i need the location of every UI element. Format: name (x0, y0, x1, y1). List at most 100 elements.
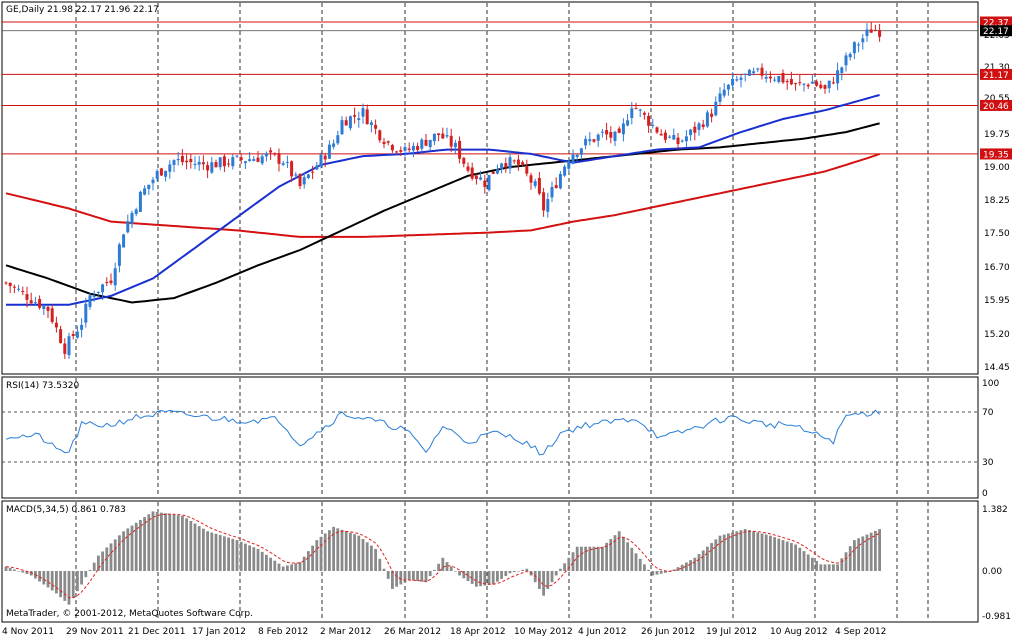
candle-body (747, 69, 751, 76)
macd-bar (147, 514, 151, 571)
macd-bar (80, 571, 83, 585)
candle-body (361, 108, 365, 117)
candle-body (676, 137, 680, 145)
candle-body (243, 161, 247, 164)
candle-body (546, 199, 550, 212)
candle-body (789, 79, 793, 85)
candle-body (752, 71, 756, 74)
macd-bar (710, 543, 713, 571)
candle-body (353, 115, 357, 117)
candle-body (647, 115, 651, 126)
candle-body (848, 53, 852, 58)
candle-body (290, 161, 294, 177)
macd-tick-min: -0.981 (982, 612, 1011, 622)
macd-bar (42, 571, 46, 585)
candle-body (537, 178, 541, 194)
candle-body (151, 179, 155, 184)
candle-body (50, 308, 54, 323)
macd-bar (281, 566, 285, 571)
macd-bar (118, 535, 121, 571)
macd-bar (143, 517, 146, 571)
candle-body (75, 331, 79, 338)
macd-bar (748, 530, 751, 571)
macd-bar (693, 557, 697, 571)
candle-body (794, 83, 798, 85)
candle-body (773, 79, 777, 81)
macd-bar (550, 571, 554, 583)
candle-body (495, 169, 499, 174)
macd-bar (181, 515, 184, 571)
candle-body (260, 156, 264, 164)
candle-body (12, 286, 16, 288)
macd-bar (71, 571, 75, 598)
macd-bar (466, 571, 470, 582)
candle-body (563, 166, 567, 176)
level-tag (980, 99, 1012, 111)
macd-bar (260, 551, 264, 571)
ma-fast-line (6, 94, 880, 306)
macd-bar (487, 571, 491, 586)
macd-bar (370, 545, 373, 571)
macd-bar (269, 557, 272, 571)
macd-bar (8, 568, 12, 571)
candle-body (756, 68, 760, 70)
candle-body (634, 108, 638, 110)
level-tag (980, 148, 1012, 160)
candle-body (122, 234, 126, 248)
candle-body (857, 44, 861, 46)
macd-bar (227, 537, 230, 571)
candle-body (264, 153, 268, 157)
macd-bar (323, 533, 327, 571)
macd-tick-zero: 0.00 (982, 567, 1002, 577)
candle-body (630, 108, 634, 119)
candle-body (96, 291, 100, 293)
rsi-line (5, 409, 880, 456)
time-label: 4 Jun 2012 (578, 627, 626, 637)
macd-bar (643, 564, 646, 571)
macd-bar (109, 543, 113, 571)
candle-body (176, 159, 180, 161)
candle-body (126, 221, 130, 233)
price-tick: 19.00 (984, 163, 1010, 173)
macd-bar (386, 571, 390, 579)
macd-bar (168, 513, 172, 571)
macd-bar (777, 538, 781, 571)
level-tag (980, 68, 1012, 80)
candle-body (382, 141, 386, 145)
candle-body (613, 131, 617, 141)
candle-body (227, 163, 231, 165)
macd-bar (130, 525, 134, 571)
macd-bar (391, 571, 394, 589)
macd-bar (374, 548, 377, 571)
time-label: 10 May 2012 (514, 627, 573, 637)
candle-body (378, 130, 382, 141)
macd-bar (483, 571, 487, 586)
candle-body (642, 112, 646, 115)
current-price-label: 22.17 (983, 27, 1009, 37)
candle-body (239, 157, 243, 161)
macd-bar (651, 571, 655, 576)
candle-body (802, 83, 806, 85)
candle-body (164, 170, 168, 177)
rsi-panel[interactable] (1, 376, 979, 499)
candle-body (67, 336, 71, 356)
candle-body (504, 163, 508, 168)
macd-bar (811, 557, 814, 571)
candle-body (529, 175, 533, 183)
macd-bar (727, 533, 730, 571)
candle-body (600, 131, 604, 133)
candle-body (453, 142, 457, 148)
macd-bar (46, 571, 50, 588)
macd-bar (664, 571, 667, 573)
macd-bar (584, 546, 587, 571)
macd-bar (626, 542, 629, 571)
candle-body (4, 282, 8, 284)
candle-body (819, 84, 823, 88)
macd-bar (869, 532, 873, 571)
candle-body (416, 145, 420, 151)
macd-bar (706, 546, 709, 571)
macd-header: MACD(5,34,5) 0.861 0.783 (6, 505, 126, 515)
candle-body (306, 174, 310, 179)
candle-body (411, 145, 415, 151)
